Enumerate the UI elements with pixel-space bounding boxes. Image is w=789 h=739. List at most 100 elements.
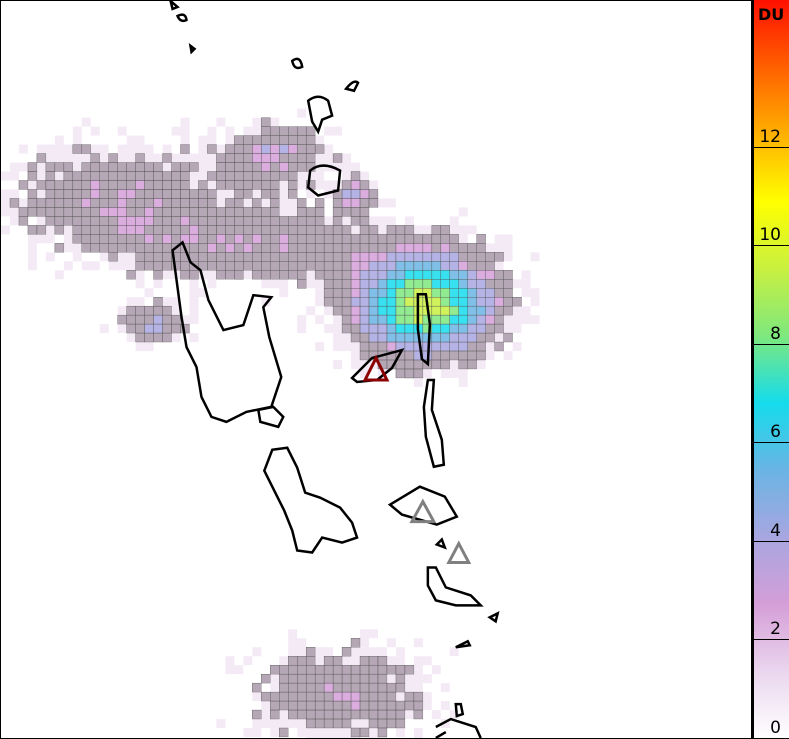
so2-cell <box>324 647 334 657</box>
so2-cell <box>413 90 423 100</box>
so2-cell <box>99 665 109 675</box>
so2-cell <box>81 36 91 46</box>
so2-cell <box>485 584 495 594</box>
so2-cell <box>171 207 181 217</box>
so2-cell <box>369 404 378 414</box>
so2-cell <box>494 270 504 280</box>
so2-cell <box>575 72 585 82</box>
so2-cell <box>243 207 253 217</box>
so2-cell <box>638 153 648 163</box>
so2-cell <box>359 270 370 280</box>
so2-cell <box>341 647 352 657</box>
so2-cell <box>404 691 415 702</box>
so2-cell <box>566 9 576 19</box>
so2-cell <box>386 700 397 711</box>
so2-cell <box>306 728 316 738</box>
so2-cell <box>225 701 235 711</box>
so2-cell <box>324 342 334 352</box>
so2-cell <box>494 440 504 450</box>
so2-cell <box>81 63 91 73</box>
so2-cell <box>243 162 253 172</box>
so2-cell <box>72 386 82 396</box>
so2-cell <box>225 252 235 262</box>
so2-cell <box>162 117 172 127</box>
so2-cell <box>359 207 370 217</box>
so2-cell <box>63 189 74 199</box>
so2-cell <box>189 234 199 244</box>
so2-cell <box>36 521 46 531</box>
so2-cell <box>665 719 675 729</box>
so2-cell <box>692 207 702 217</box>
so2-cell <box>692 72 702 82</box>
so2-cell <box>27 162 38 172</box>
so2-cell <box>620 252 630 262</box>
so2-cell <box>386 225 397 235</box>
so2-cell <box>261 207 271 217</box>
so2-cell <box>395 54 405 64</box>
so2-cell <box>404 288 415 298</box>
so2-cell <box>18 189 28 199</box>
so2-cell <box>198 288 208 298</box>
so2-cell <box>332 718 343 729</box>
so2-cell <box>63 306 73 316</box>
so2-cell <box>153 683 163 693</box>
island-ureparapara <box>306 95 334 135</box>
so2-cell <box>440 243 450 253</box>
so2-cell <box>72 485 82 495</box>
so2-cell <box>36 45 46 55</box>
so2-cell <box>261 216 271 226</box>
so2-cell <box>117 297 127 307</box>
so2-cell <box>36 602 46 612</box>
so2-cell <box>602 54 612 64</box>
so2-cell <box>261 691 271 702</box>
so2-cell <box>386 279 397 289</box>
so2-cell <box>584 162 594 172</box>
so2-cell <box>467 369 477 378</box>
so2-cell <box>530 395 540 405</box>
so2-cell <box>305 664 316 675</box>
so2-cell <box>288 270 298 280</box>
so2-cell <box>314 691 325 702</box>
so2-cell <box>72 216 82 226</box>
so2-cell <box>503 324 513 334</box>
so2-cell <box>81 180 91 190</box>
so2-cell <box>45 153 55 163</box>
so2-cell <box>162 270 172 280</box>
so2-cell <box>9 207 19 217</box>
so2-cell <box>512 171 522 181</box>
so2-cell <box>575 54 585 64</box>
so2-cell <box>90 413 100 423</box>
so2-cell <box>701 252 711 262</box>
so2-cell <box>656 198 666 208</box>
so2-cell <box>279 153 289 163</box>
so2-cell <box>18 252 28 262</box>
so2-cell <box>638 108 648 118</box>
so2-cell <box>189 575 199 585</box>
so2-cell <box>710 9 720 19</box>
so2-cell <box>530 683 540 693</box>
so2-cell <box>54 395 64 405</box>
so2-cell <box>683 512 693 522</box>
so2-cell <box>683 153 693 163</box>
so2-cell <box>431 494 441 504</box>
so2-cell <box>117 234 127 244</box>
so2-cell <box>333 620 343 630</box>
so2-cell <box>494 512 504 522</box>
so2-cell <box>18 279 28 289</box>
so2-cell <box>198 207 208 217</box>
so2-cell <box>305 216 316 226</box>
so2-cell <box>369 737 378 738</box>
so2-cell <box>297 422 307 432</box>
so2-cell <box>728 207 738 217</box>
so2-cell <box>395 718 406 729</box>
so2-cell <box>485 395 495 405</box>
so2-cell <box>81 261 91 271</box>
so2-cell <box>737 90 746 100</box>
so2-cell <box>207 126 217 136</box>
so2-cell <box>359 323 370 334</box>
so2-cell <box>261 198 271 208</box>
so2-cell <box>252 395 262 405</box>
so2-cell <box>386 691 397 702</box>
so2-cell <box>647 521 657 531</box>
so2-cell <box>458 252 468 262</box>
